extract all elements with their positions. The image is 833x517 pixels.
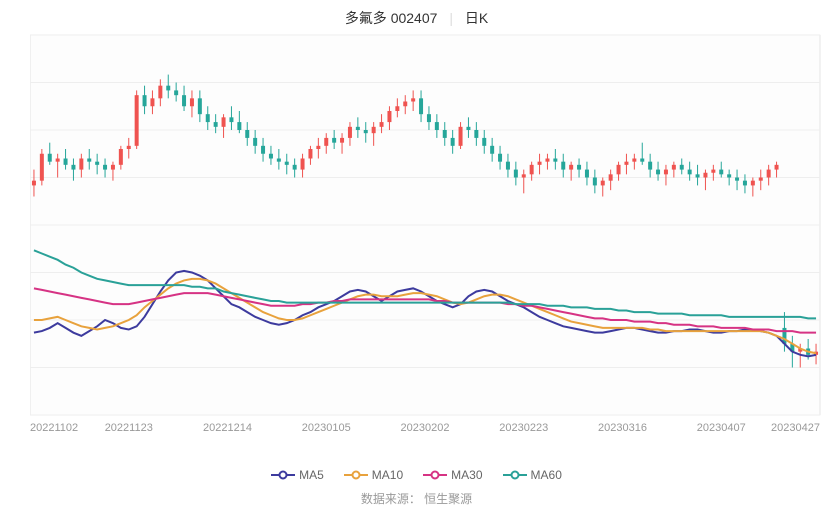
legend-label: MA5 <box>299 468 324 482</box>
svg-text:20221102: 20221102 <box>30 422 78 434</box>
legend-label: MA10 <box>372 468 403 482</box>
legend-item: MA60 <box>503 468 562 482</box>
title-separator: | <box>449 10 453 26</box>
chart-title: 多氟多 002407 | 日K <box>0 8 833 28</box>
stock-code: 002407 <box>391 10 438 26</box>
svg-text:20230105: 20230105 <box>302 422 351 434</box>
plot-area: 1821242730333639422022110220221123202212… <box>30 30 825 440</box>
chart-type: 日K <box>465 10 488 26</box>
svg-text:20230223: 20230223 <box>499 422 548 434</box>
svg-text:20221123: 20221123 <box>105 422 153 434</box>
legend-swatch <box>344 470 368 480</box>
legend: MA5 MA10 MA30 MA60 <box>0 468 833 483</box>
svg-text:20221214: 20221214 <box>203 422 252 434</box>
svg-text:20230316: 20230316 <box>598 422 647 434</box>
chart-svg: 1821242730333639422022110220221123202212… <box>30 30 825 440</box>
legend-item: MA5 <box>271 468 324 482</box>
stock-name: 多氟多 <box>345 10 387 26</box>
data-source: 数据来源： 恒生聚源 <box>0 490 833 507</box>
svg-text:20230202: 20230202 <box>401 422 450 434</box>
chart-container: 多氟多 002407 | 日K 182124273033363942202211… <box>0 0 833 517</box>
legend-swatch <box>271 470 295 480</box>
svg-text:20230427: 20230427 <box>771 422 820 434</box>
legend-swatch <box>423 470 447 480</box>
legend-item: MA10 <box>344 468 403 482</box>
legend-swatch <box>503 470 527 480</box>
legend-item: MA30 <box>423 468 482 482</box>
source-name: 恒生聚源 <box>424 492 472 506</box>
svg-text:20230407: 20230407 <box>697 422 746 434</box>
legend-label: MA60 <box>531 468 562 482</box>
source-prefix: 数据来源： <box>361 492 421 506</box>
legend-label: MA30 <box>451 468 482 482</box>
